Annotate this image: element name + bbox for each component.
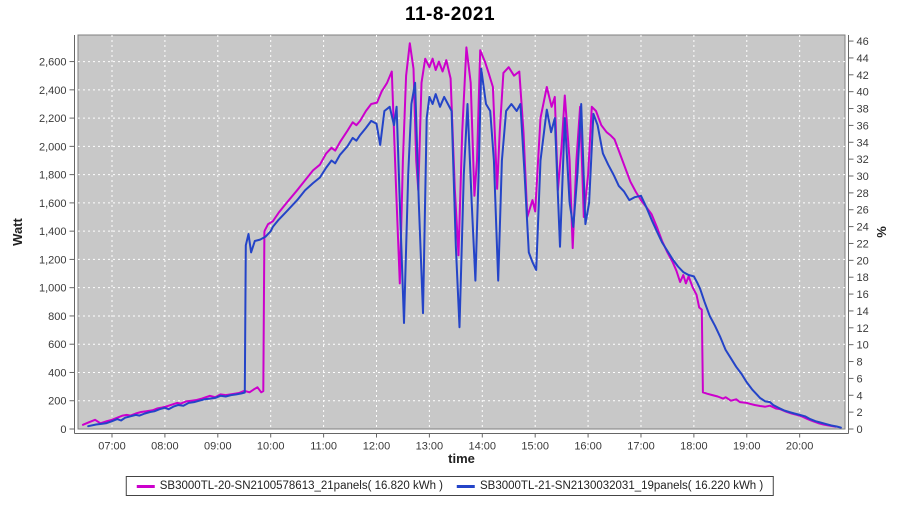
legend-item-inverter-21: SB3000TL-21-SN2130032031_19panels( 16.22…: [457, 480, 763, 492]
legend: SB3000TL-20-SN2100578613_21panels( 16.82…: [125, 476, 775, 496]
y-right-tick-label: 14: [857, 306, 869, 318]
legend-swatch-magenta: [136, 484, 155, 488]
legend-item-inverter-20: SB3000TL-20-SN2100578613_21panels( 16.82…: [136, 480, 443, 492]
x-tick-label: 09:00: [204, 441, 232, 453]
y-left-tick-label: 600: [48, 339, 66, 351]
y-right-tick-label: 32: [857, 154, 869, 166]
y-right-tick-label: 20: [857, 255, 869, 267]
x-tick-label: 16:00: [574, 441, 602, 453]
y-right-tick-label: 16: [857, 289, 869, 301]
y-right-tick-label: 30: [857, 171, 869, 183]
x-axis-ticks: 07:00 08:00 09:00 10:00 11:00 12:00 13:00 14:00…: [98, 433, 814, 453]
y-right-tick-label: 40: [857, 87, 869, 99]
x-tick-label: 13:00: [416, 441, 444, 453]
legend-label-inverter-20: SB3000TL-20-SN2100578613_21panels( 16.82…: [159, 480, 443, 492]
axis-lines: [74, 35, 849, 434]
y-left-tick-label: 1,800: [39, 170, 67, 182]
y-left-tick-label: 1,400: [39, 226, 67, 238]
y-left-tick-label: 1,200: [39, 254, 67, 266]
y-right-tick-label: 34: [857, 137, 869, 149]
series-line-0: [81, 42, 837, 428]
x-tick-label: 19:00: [733, 441, 761, 453]
y-left-tick-label: 200: [48, 396, 66, 408]
y-right-tick-label: 24: [857, 222, 869, 234]
legend-label-inverter-21: SB3000TL-21-SN2130032031_19panels( 16.22…: [480, 480, 764, 492]
x-tick-label: 10:00: [257, 441, 285, 453]
y-right-tick-label: 18: [857, 272, 869, 284]
x-tick-label: 11:00: [310, 441, 337, 453]
y-right-tick-label: 0: [857, 424, 863, 436]
y-right-tick-label: 38: [857, 104, 869, 116]
y-left-tick-label: 1,600: [39, 198, 67, 210]
y-right-tick-label: 10: [857, 340, 869, 352]
y-right-tick-label: 44: [857, 53, 869, 65]
y-right-tick-label: 22: [857, 238, 869, 250]
chart-title: 11-8-2021: [404, 4, 496, 25]
series-line-1: [87, 67, 842, 429]
y-right-tick-label: 6: [857, 373, 863, 385]
y-right-tick-label: 28: [857, 188, 869, 200]
y-axis-left-ticks: 0 200 400 600 800 1,000 1,200 1,400 1,600 1,800 2,…: [39, 57, 75, 436]
y-left-tick-label: 400: [48, 367, 66, 379]
x-tick-label: 07:00: [98, 441, 126, 453]
y-right-tick-label: 12: [857, 323, 869, 335]
legend-swatch-blue: [457, 484, 475, 488]
x-tick-label: 14:00: [469, 441, 497, 453]
y-right-tick-label: 46: [857, 36, 869, 48]
y-left-tick-label: 2,200: [39, 113, 67, 125]
y-left-tick-label: 1,000: [39, 283, 67, 295]
y-right-tick-label: 36: [857, 120, 869, 132]
x-tick-label: 20:00: [786, 441, 814, 453]
y-left-tick-label: 2,600: [39, 57, 67, 69]
y-left-tick-label: 2,400: [39, 85, 67, 97]
y-left-tick-label: 800: [48, 311, 66, 323]
y-right-tick-label: 42: [857, 70, 869, 82]
y-axis-right-ticks: 0246810121416182022242628303234363840424…: [848, 36, 869, 436]
x-tick-label: 08:00: [151, 441, 179, 453]
gridlines: [78, 35, 845, 429]
y-right-tick-label: 2: [857, 407, 863, 419]
y-left-tick-label: 2,000: [39, 141, 67, 153]
x-tick-label: 12:00: [363, 441, 391, 453]
x-axis-title: time: [448, 451, 475, 466]
x-tick-label: 15:00: [521, 441, 549, 453]
x-tick-label: 18:00: [680, 441, 708, 453]
x-tick-label: 17:00: [627, 441, 655, 453]
y-right-tick-label: 8: [857, 357, 863, 369]
y-left-axis-title: Watt: [10, 217, 25, 245]
y-left-tick-label: 0: [60, 424, 66, 436]
y-right-tick-label: 4: [857, 390, 863, 402]
y-right-tick-label: 26: [857, 205, 869, 217]
y-right-axis-title: %: [874, 226, 889, 238]
